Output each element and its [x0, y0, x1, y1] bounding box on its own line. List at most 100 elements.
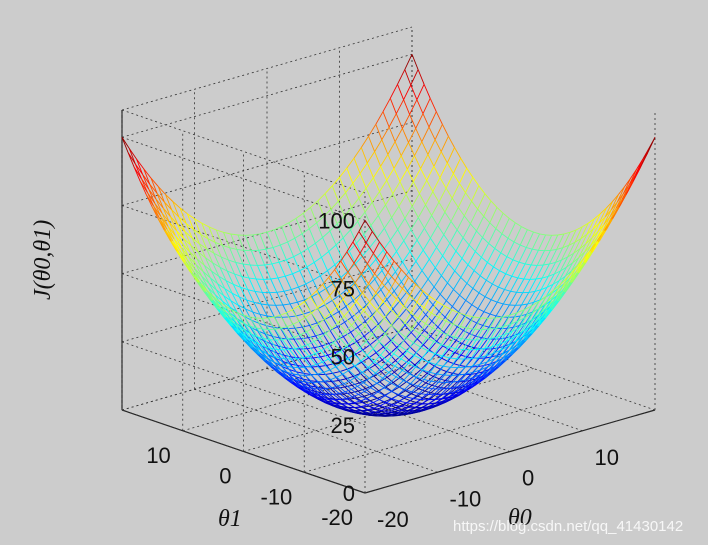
- mesh-segment: [468, 230, 477, 246]
- mesh-segment: [580, 233, 588, 239]
- mesh-segment: [198, 243, 206, 258]
- mesh-segment: [498, 345, 505, 349]
- mesh-segment: [395, 360, 402, 367]
- mesh-segment: [343, 215, 351, 231]
- mesh-segment: [236, 249, 244, 265]
- mesh-segment: [205, 257, 213, 264]
- mesh-segment: [477, 296, 486, 309]
- mesh-segment: [353, 400, 360, 404]
- mesh-segment: [322, 237, 330, 252]
- mesh-segment: [451, 367, 459, 376]
- mesh-segment: [559, 256, 569, 272]
- mesh-segment: [430, 237, 437, 248]
- mesh-segment: [459, 364, 466, 367]
- mesh-segment: [282, 338, 289, 341]
- mesh-segment: [354, 273, 362, 284]
- mesh-segment: [583, 250, 591, 263]
- mesh-segment: [441, 396, 450, 399]
- mesh-segment: [323, 295, 331, 303]
- mesh-segment: [548, 249, 558, 265]
- mesh-segment: [221, 245, 229, 261]
- mesh-segment: [315, 333, 324, 337]
- mesh-segment: [436, 331, 445, 342]
- mesh-segment: [339, 368, 348, 373]
- mesh-segment: [543, 263, 550, 266]
- mesh-segment: [182, 243, 191, 253]
- mesh-segment: [217, 283, 225, 296]
- mesh-segment: [458, 167, 468, 184]
- mesh-segment: [292, 273, 299, 288]
- mesh-segment: [434, 344, 442, 354]
- mesh-segment: [431, 301, 438, 314]
- mesh-segment: [404, 397, 411, 402]
- mesh-segment: [321, 361, 330, 371]
- mesh-segment: [389, 404, 396, 409]
- mesh-segment: [479, 377, 486, 383]
- mesh-segment: [441, 275, 448, 284]
- mesh-segment: [338, 407, 347, 410]
- mesh-segment: [311, 373, 318, 376]
- mesh-segment: [442, 396, 450, 402]
- mesh-segment: [438, 187, 447, 203]
- mesh-segment: [380, 405, 388, 409]
- mesh-segment: [477, 193, 486, 210]
- mesh-segment: [386, 339, 393, 349]
- mesh-segment: [404, 218, 412, 230]
- mesh-segment: [358, 187, 367, 199]
- mesh-segment: [218, 275, 227, 281]
- mesh-segment: [387, 407, 395, 411]
- mesh-segment: [465, 386, 473, 392]
- mesh-segment: [256, 327, 263, 330]
- mesh-segment: [459, 373, 467, 376]
- mesh-segment: [299, 320, 307, 332]
- mesh-segment: [240, 286, 248, 291]
- mesh-segment: [480, 366, 489, 371]
- mesh-segment: [521, 292, 530, 306]
- mesh-segment: [196, 258, 205, 266]
- mesh-segment: [489, 317, 496, 330]
- mesh-segment: [354, 365, 361, 374]
- mesh-segment: [444, 306, 453, 318]
- mesh-segment: [524, 249, 533, 265]
- mesh-segment: [292, 348, 300, 359]
- mesh-segment: [379, 191, 386, 206]
- mesh-segment: [345, 300, 354, 307]
- mesh-segment: [314, 392, 323, 399]
- mesh-segment: [545, 292, 553, 298]
- mesh-segment: [385, 333, 393, 341]
- mesh-segment: [502, 314, 511, 318]
- mesh-segment: [393, 168, 401, 182]
- mesh-segment: [218, 276, 226, 289]
- mesh-segment: [467, 264, 475, 271]
- surface-mesh: [121, 54, 656, 417]
- y-tick-label: 10: [146, 443, 170, 468]
- mesh-segment: [276, 290, 285, 293]
- mesh-segment: [487, 327, 496, 340]
- mesh-segment: [201, 223, 209, 239]
- mesh-segment: [506, 241, 515, 257]
- mesh-segment: [374, 278, 382, 290]
- mesh-segment: [231, 309, 238, 314]
- mesh-segment: [557, 233, 564, 236]
- mesh-segment: [468, 345, 475, 349]
- mesh-segment: [452, 312, 460, 325]
- mesh-segment: [430, 335, 437, 342]
- y-tick-label: -10: [261, 484, 293, 509]
- mesh-segment: [399, 396, 407, 402]
- mesh-segment: [547, 290, 554, 302]
- mesh-segment: [288, 222, 296, 239]
- mesh-segment: [405, 299, 414, 310]
- mesh-segment: [382, 111, 390, 128]
- mesh-segment: [359, 293, 367, 306]
- mesh-segment: [513, 226, 522, 243]
- mesh-segment: [630, 168, 638, 179]
- mesh-segment: [391, 206, 400, 218]
- mesh-segment: [349, 308, 358, 319]
- mesh-segment: [504, 330, 513, 335]
- mesh-segment: [455, 237, 464, 252]
- mesh-segment: [368, 352, 377, 359]
- mesh-segment: [572, 248, 581, 264]
- mesh-segment: [311, 307, 318, 314]
- mesh-segment: [414, 270, 423, 282]
- mesh-segment: [346, 251, 355, 264]
